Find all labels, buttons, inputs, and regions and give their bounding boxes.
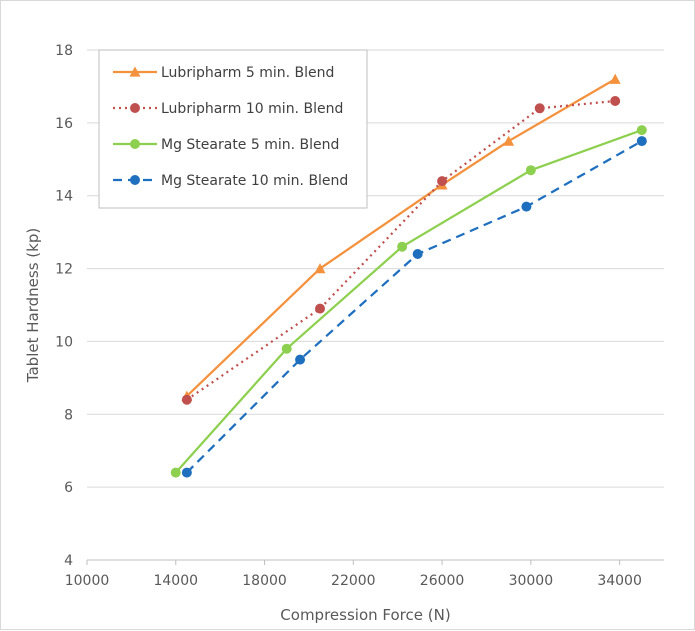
series-3 xyxy=(181,136,647,478)
data-point-2-3 xyxy=(525,165,536,176)
legend: Lubripharm 5 min. Blend Lubripharm 10 min… xyxy=(98,49,368,209)
data-point-3-2 xyxy=(412,249,423,259)
legend-swatch-marker-2 xyxy=(130,139,140,149)
legend-swatch-marker-1 xyxy=(130,103,140,113)
x-tick-label: 14000 xyxy=(153,573,198,589)
data-point-1-2 xyxy=(437,176,448,187)
data-point-2-1 xyxy=(281,343,292,354)
x-tick-label: 22000 xyxy=(331,573,376,589)
y-tick-label: 8 xyxy=(64,407,73,423)
legend-box xyxy=(98,49,368,209)
data-point-1-1 xyxy=(315,303,326,314)
y-tick-label: 14 xyxy=(55,189,73,205)
x-axis-title: Compression Force (N) xyxy=(280,606,450,624)
data-point-0-1 xyxy=(314,263,326,274)
axes xyxy=(86,559,664,565)
data-point-3-4 xyxy=(636,136,647,147)
x-tick-labels: 10000 14000 18000 22000 26000 30000 34000 xyxy=(65,573,642,589)
data-point-1-3 xyxy=(534,103,545,114)
y-tick-label: 18 xyxy=(55,43,73,59)
x-tick-label: 26000 xyxy=(420,573,465,589)
y-tick-label: 12 xyxy=(55,262,73,278)
legend-swatch-marker-0 xyxy=(129,66,141,77)
series-1 xyxy=(181,96,621,405)
y-tick-label: 4 xyxy=(64,553,73,569)
series-layer xyxy=(170,73,647,478)
data-point-2-2 xyxy=(397,241,408,252)
y-axis-title: Tablet Hardness (kp) xyxy=(24,228,42,383)
x-tick-label: 18000 xyxy=(242,573,287,589)
legend-swatch-marker-3 xyxy=(130,175,140,185)
y-tick-label: 6 xyxy=(64,480,73,496)
data-point-3-3 xyxy=(521,201,532,212)
y-tick-label: 10 xyxy=(55,334,73,350)
x-tick-label: 34000 xyxy=(597,573,642,589)
legend-label-1: Lubripharm 10 min. Blend xyxy=(161,101,343,117)
x-tick-label: 30000 xyxy=(509,573,554,589)
data-point-0-3 xyxy=(503,135,515,146)
data-point-1-4 xyxy=(610,96,621,106)
data-point-3-0 xyxy=(181,467,192,478)
series-2 xyxy=(170,125,647,478)
x-tick-label: 10000 xyxy=(65,573,110,589)
data-point-2-4 xyxy=(636,125,647,136)
legend-label-0: Lubripharm 5 min. Blend xyxy=(161,65,334,81)
data-point-1-0 xyxy=(181,394,192,405)
y-tick-labels: 4 6 8 10 12 14 16 18 xyxy=(55,43,73,569)
data-point-3-1 xyxy=(295,354,306,365)
y-tick-label: 16 xyxy=(55,116,73,132)
data-point-2-0 xyxy=(170,467,181,478)
legend-label-3: Mg Stearate 10 min. Blend xyxy=(161,173,348,189)
legend-label-2: Mg Stearate 5 min. Blend xyxy=(161,137,339,153)
data-point-0-4 xyxy=(609,73,621,84)
